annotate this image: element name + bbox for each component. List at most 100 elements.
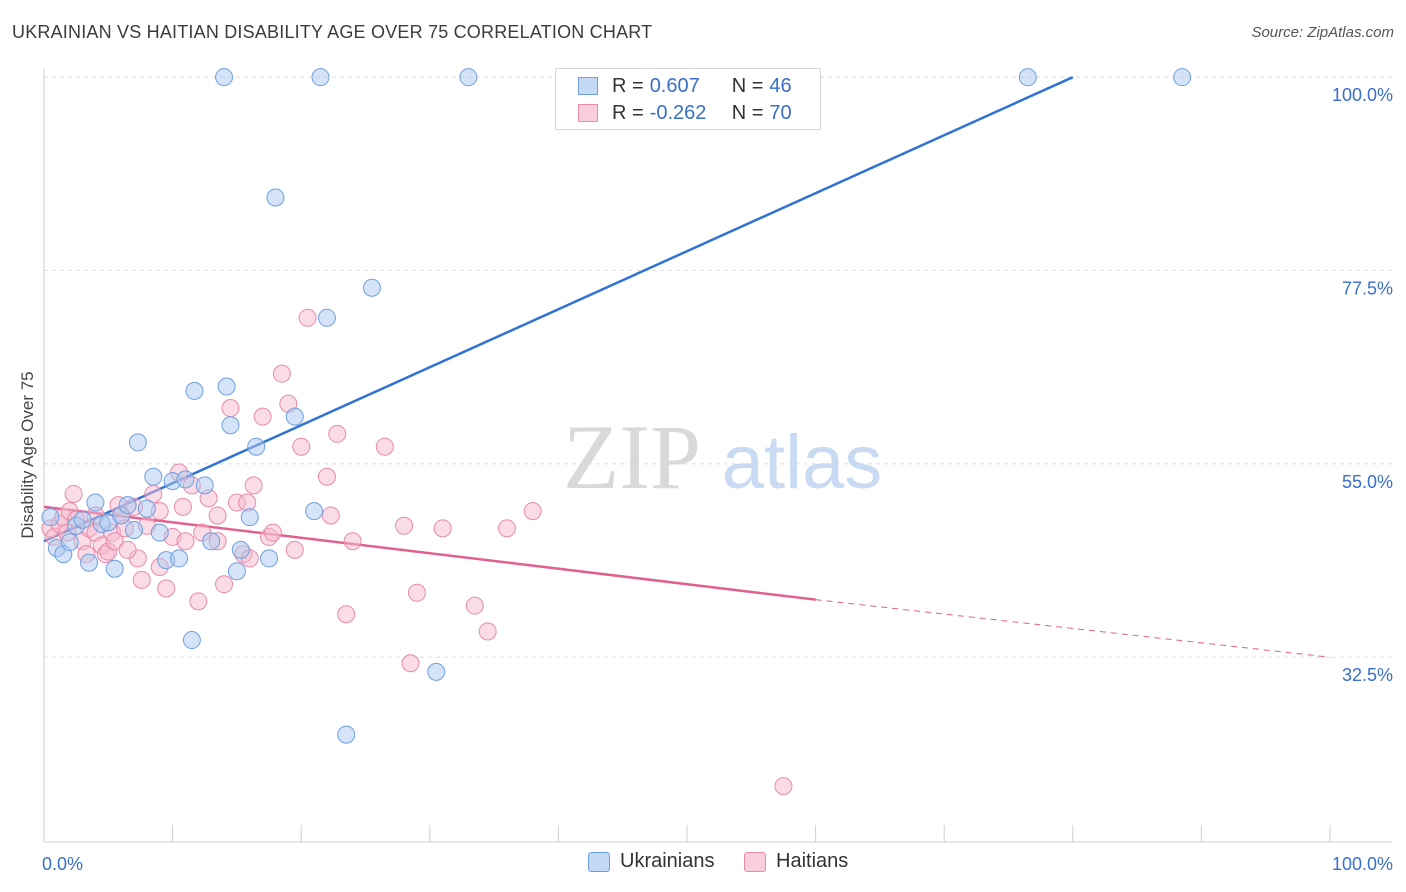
legend-r-value: 0.607	[649, 74, 700, 97]
data-point-ukrainians	[362, 278, 381, 297]
correlation-legend: R = 0.607 N = 46 R = -0.262 N = 70	[555, 68, 821, 130]
legend-n-label: N =	[731, 101, 764, 124]
data-point-haitians	[285, 540, 304, 559]
legend-row-ukrainians: R = 0.607 N = 46	[578, 73, 792, 99]
watermark-zip: ZIP	[563, 406, 701, 508]
data-point-haitians	[238, 493, 257, 512]
data-point-haitians	[465, 596, 484, 615]
data-point-ukrainians	[128, 433, 147, 452]
legend-swatch-ukrainians	[588, 851, 610, 872]
data-point-haitians	[118, 540, 137, 559]
source-label: Source: ZipAtlas.com	[1251, 24, 1394, 41]
x-tick-label: 100.0%	[1332, 854, 1393, 874]
legend-r-value: -0.262	[649, 101, 707, 124]
data-point-ukrainians	[118, 496, 137, 515]
legend-row-haitians: R = -0.262 N = 70	[578, 100, 792, 126]
series-legend: Ukrainians Haitians	[0, 850, 1406, 878]
data-point-haitians	[317, 467, 336, 486]
data-point-haitians	[221, 399, 240, 418]
data-point-ukrainians	[240, 508, 259, 527]
data-point-haitians	[321, 506, 340, 525]
grid-lines	[44, 76, 1392, 658]
data-point-haitians	[337, 605, 356, 624]
data-point-haitians	[774, 777, 793, 796]
y-axis-label: Disability Age Over 75	[18, 371, 37, 538]
data-point-ukrainians	[195, 476, 214, 495]
data-point-ukrainians	[427, 662, 446, 681]
legend-n-value: 70	[769, 101, 792, 124]
data-point-ukrainians	[150, 523, 169, 542]
data-point-haitians	[272, 364, 291, 383]
data-point-haitians	[105, 532, 124, 551]
legend-r-label: R =	[612, 101, 644, 124]
data-point-ukrainians	[182, 631, 201, 650]
watermark-atlas: atlas	[722, 420, 883, 505]
data-point-ukrainians	[125, 521, 144, 540]
chart-title: UKRAINIAN VS HAITIAN DISABILITY AGE OVER…	[12, 22, 653, 42]
data-point-ukrainians	[317, 308, 336, 327]
data-point-ukrainians	[247, 437, 266, 456]
y-tick-label: 55.0%	[1342, 472, 1393, 492]
data-point-haitians	[253, 407, 272, 426]
data-point-ukrainians	[105, 559, 124, 578]
legend-n-value: 46	[769, 74, 792, 97]
data-point-haitians	[407, 583, 426, 602]
data-point-ukrainians	[260, 549, 279, 568]
data-point-haitians	[244, 476, 263, 495]
data-point-haitians	[157, 579, 176, 598]
trend-lines	[43, 76, 1331, 658]
data-point-ukrainians	[285, 407, 304, 426]
data-point-ukrainians	[1018, 68, 1037, 87]
data-point-ukrainians	[227, 562, 246, 581]
trend-line-haitians	[815, 599, 1331, 658]
x-tick-label: 0.0%	[42, 854, 83, 874]
data-point-ukrainians	[80, 553, 99, 572]
legend-r-label: R =	[612, 74, 644, 97]
data-point-haitians	[375, 437, 394, 456]
watermark: ZIP atlas	[563, 406, 882, 508]
trend-line-ukrainians	[43, 76, 1074, 543]
data-point-haitians	[433, 519, 452, 538]
legend-label-haitians: Haitians	[776, 850, 849, 872]
data-point-haitians	[189, 592, 208, 611]
data-point-haitians	[343, 532, 362, 551]
data-point-ukrainians	[215, 68, 234, 87]
data-point-ukrainians	[221, 416, 240, 435]
data-point-haitians	[523, 502, 542, 521]
data-point-haitians	[263, 523, 282, 542]
legend-item-ukrainians[interactable]: Ukrainians	[588, 850, 714, 873]
data-point-haitians	[173, 497, 192, 516]
data-point-haitians	[132, 570, 151, 589]
data-point-ukrainians	[185, 381, 204, 400]
data-point-ukrainians	[170, 549, 189, 568]
data-point-haitians	[401, 654, 420, 673]
data-point-haitians	[478, 622, 497, 641]
data-point-ukrainians	[266, 188, 285, 207]
data-point-ukrainians	[337, 725, 356, 744]
y-tick-label: 77.5%	[1342, 279, 1393, 299]
data-point-ukrainians	[73, 510, 92, 529]
data-point-ukrainians	[176, 470, 195, 489]
data-point-ukrainians	[86, 493, 105, 512]
data-point-haitians	[215, 575, 234, 594]
data-point-ukrainians	[231, 540, 250, 559]
data-point-haitians	[328, 424, 347, 443]
data-point-haitians	[208, 506, 227, 525]
data-point-ukrainians	[202, 532, 221, 551]
legend-item-haitians[interactable]: Haitians	[744, 850, 848, 873]
legend-n-label: N =	[731, 74, 764, 97]
data-point-haitians	[298, 308, 317, 327]
trend-line-haitians	[43, 505, 816, 601]
tick-labels: 32.5% 55.0% 77.5% 100.0% 0.0% 100.0%	[42, 85, 1393, 874]
data-point-ukrainians	[60, 533, 79, 552]
data-point-ukrainians	[41, 508, 60, 527]
legend-label-ukrainians: Ukrainians	[620, 850, 715, 872]
data-point-ukrainians	[217, 377, 236, 396]
data-point-ukrainians	[311, 68, 330, 87]
data-point-ukrainians	[305, 502, 324, 521]
y-tick-label: 32.5%	[1342, 665, 1393, 685]
data-point-ukrainians	[137, 499, 156, 518]
legend-swatch-ukrainians	[578, 77, 598, 95]
axes	[43, 68, 1392, 843]
